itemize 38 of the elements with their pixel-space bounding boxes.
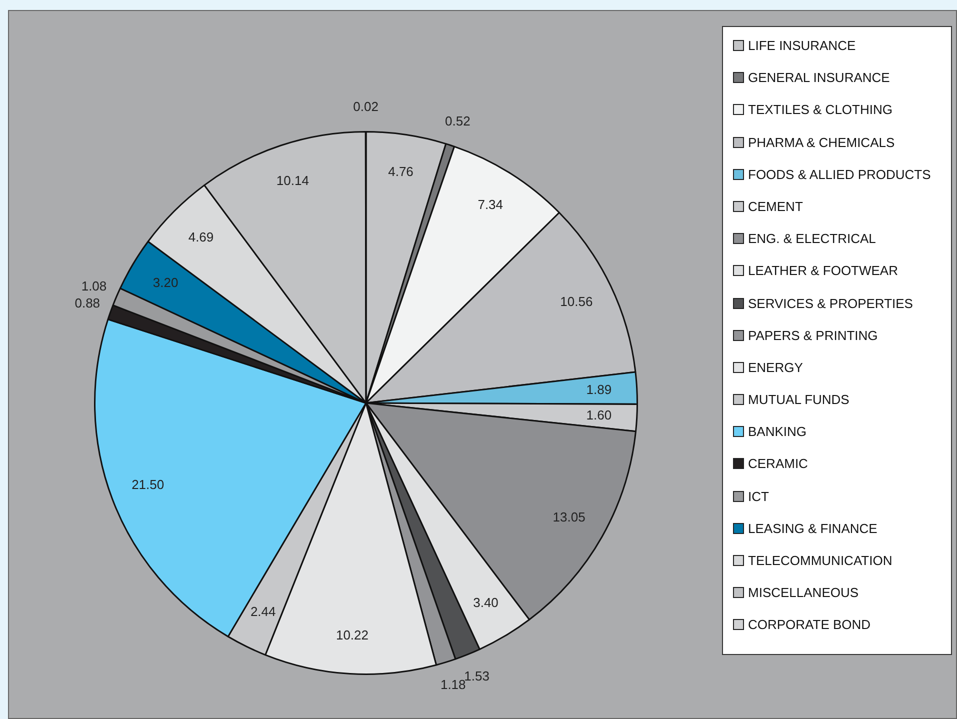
legend-label: TEXTILES & CLOTHING bbox=[747, 101, 894, 120]
data-label: 10.56 bbox=[560, 294, 593, 309]
data-label: 1.18 bbox=[440, 677, 466, 692]
legend-label: SERVICES & PROPERTIES bbox=[747, 294, 914, 312]
data-label: 0.02 bbox=[353, 98, 378, 114]
data-label: 1.60 bbox=[586, 407, 612, 422]
legend-label: PAPERS & PRINTING bbox=[747, 326, 879, 345]
legend-label: LIFE INSURANCE bbox=[747, 37, 857, 55]
data-label: 0.88 bbox=[74, 296, 100, 311]
data-label: 10.14 bbox=[276, 173, 309, 188]
legend-label: CEMENT bbox=[747, 198, 804, 216]
data-label: 1.08 bbox=[81, 278, 107, 294]
data-label: 4.69 bbox=[188, 230, 214, 245]
legend-label: LEASING & FINANCE bbox=[747, 520, 878, 538]
legend-label: ENERGY bbox=[747, 358, 804, 377]
legend-label: CORPORATE BOND bbox=[747, 616, 872, 634]
data-label: 1.89 bbox=[586, 382, 612, 397]
data-label: 21.50 bbox=[132, 477, 164, 492]
data-label: 1.53 bbox=[464, 668, 490, 684]
data-label: 2.44 bbox=[250, 604, 276, 619]
legend-label: GENERAL INSURANCE bbox=[747, 69, 891, 88]
legend-label: ICT bbox=[747, 488, 770, 506]
data-label: 3.20 bbox=[152, 275, 178, 290]
legend-label: TELECOMMUNICATION bbox=[747, 552, 894, 570]
legend-label: CERAMIC bbox=[747, 455, 809, 474]
data-label: 4.76 bbox=[388, 164, 414, 179]
data-label: 7.34 bbox=[478, 197, 504, 212]
data-label: 10.22 bbox=[336, 627, 369, 642]
data-label: 0.52 bbox=[445, 114, 470, 128]
data-label: 13.05 bbox=[552, 509, 586, 524]
legend-label: PHARMA & CHEMICALS bbox=[747, 134, 896, 152]
legend-label: BANKING bbox=[747, 423, 808, 442]
legend-label: ENG. & ELECTRICAL bbox=[747, 230, 877, 248]
legend-label: MISCELLANEOUS bbox=[747, 584, 860, 602]
data-label: 3.40 bbox=[473, 594, 498, 610]
legend-label: FOODS & ALLIED PRODUCTS bbox=[747, 166, 932, 184]
legend-label: MUTUAL FUNDS bbox=[747, 391, 850, 410]
legend-label: LEATHER & FOOTWEAR bbox=[747, 262, 899, 280]
